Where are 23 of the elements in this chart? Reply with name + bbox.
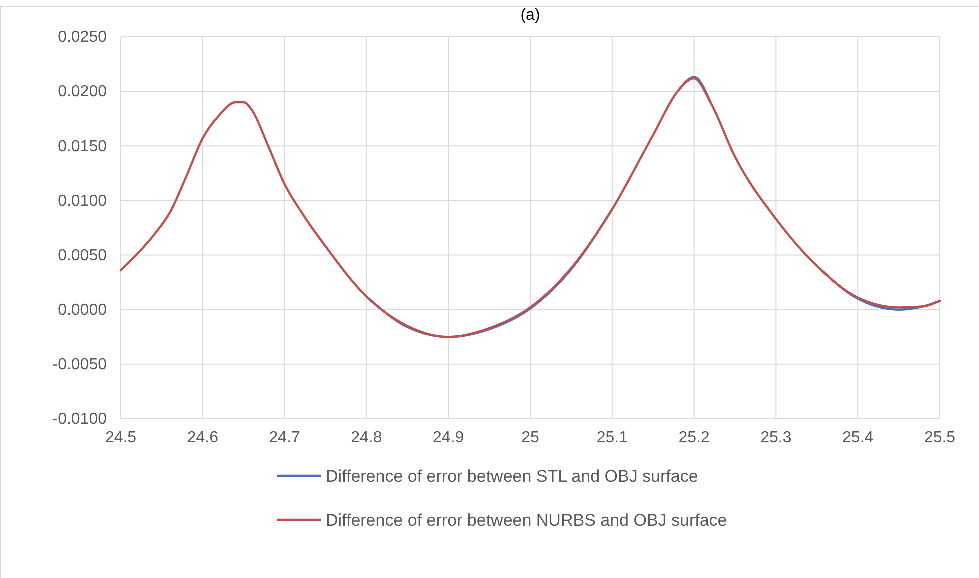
x-tick-label: 25.3 <box>760 429 792 446</box>
x-tick-label: 24.9 <box>433 429 464 446</box>
y-tick-label: 0.0200 <box>58 84 108 101</box>
x-tick-label: 24.6 <box>187 429 219 446</box>
x-tick-label: 24.5 <box>105 429 137 446</box>
y-tick-label: 0.0150 <box>58 138 108 156</box>
y-tick-label: 0.0100 <box>58 192 108 210</box>
legend-label: Difference of error between STL and OBJ surface <box>326 467 698 486</box>
y-tick-label: 0.0000 <box>58 302 108 319</box>
legend-label: Difference of error between NURBS and OBJ surface <box>326 511 728 530</box>
line-series <box>120 77 942 338</box>
x-tick-label: 25 <box>522 429 540 446</box>
x-tick-label: 24.7 <box>269 429 300 446</box>
chart-title: (a) <box>520 7 540 24</box>
x-tick-label: 25.2 <box>678 429 710 446</box>
x-tick-label: 25.1 <box>596 429 628 446</box>
x-tick-label: 24.8 <box>351 429 382 446</box>
y-tick-label: 0.0050 <box>58 247 108 264</box>
y-tick-label: 0.0250 <box>58 29 108 46</box>
x-tick-label: 25.4 <box>842 429 874 446</box>
x-tick-label: 25.5 <box>924 429 956 446</box>
y-tick-label: -0.0050 <box>52 356 108 374</box>
y-tick-label: -0.0100 <box>52 411 108 428</box>
